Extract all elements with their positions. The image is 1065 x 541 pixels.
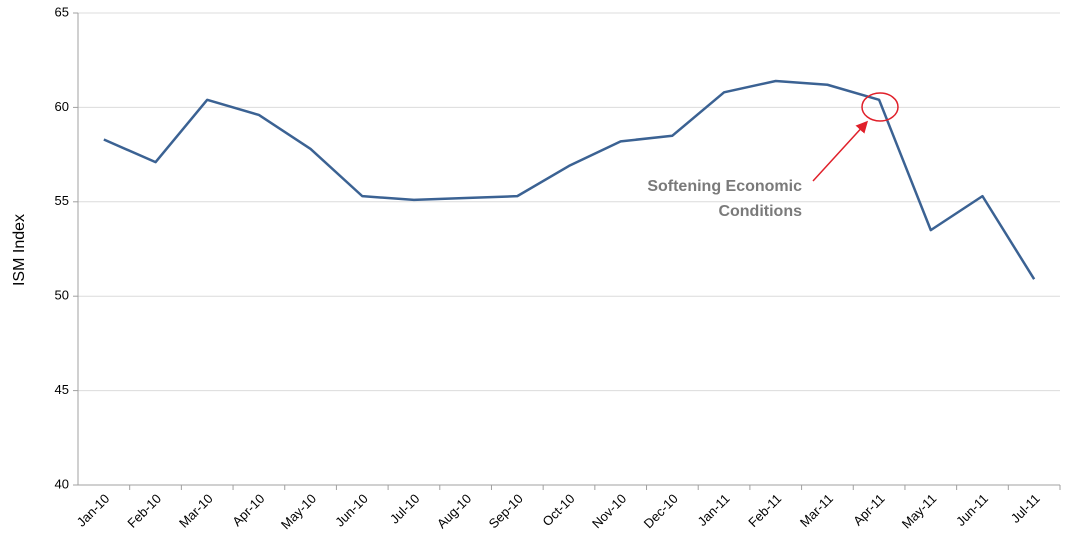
x-tick-label: Apr-10 xyxy=(229,491,267,529)
x-tick-label: Apr-11 xyxy=(850,491,888,529)
x-tick-label: Jan-10 xyxy=(74,491,113,530)
y-tick-label: 60 xyxy=(55,99,69,114)
x-tick-label: Feb-11 xyxy=(745,491,784,530)
y-tick-label: 65 xyxy=(55,4,69,19)
x-tick-label: Dec-10 xyxy=(641,491,681,531)
x-tick-label: Nov-10 xyxy=(589,491,629,531)
annotation-arrow xyxy=(812,120,869,182)
x-tick-label: Jun-11 xyxy=(953,491,991,529)
x-tick-label: Jan-11 xyxy=(695,491,733,529)
annotation-text: Softening Economic xyxy=(647,178,802,195)
annotation: Softening Economic Conditions xyxy=(647,92,899,220)
x-tick-label: Mar-10 xyxy=(176,491,216,531)
x-tick-label: May-10 xyxy=(278,491,319,532)
x-tick-label: Aug-10 xyxy=(434,491,474,531)
x-tick-label: Feb-10 xyxy=(124,491,164,531)
x-tick-label: Oct-10 xyxy=(539,491,577,529)
y-axis-label: ISM Index xyxy=(11,214,28,286)
x-tick-label: Jun-10 xyxy=(332,491,371,530)
y-tick-label: 40 xyxy=(55,476,69,491)
y-tick-label: 50 xyxy=(55,288,69,303)
x-tick-label: Sep-10 xyxy=(486,491,526,531)
data-line xyxy=(103,79,1036,280)
annotation-text: Conditions xyxy=(718,203,802,220)
annotation-circle xyxy=(861,92,899,122)
x-tick-label: May-11 xyxy=(899,491,940,532)
y-tick-label: 45 xyxy=(55,382,69,397)
x-tick-label: Jul-10 xyxy=(387,491,423,527)
x-tick-label: Jul-11 xyxy=(1008,491,1043,526)
x-tick-label: Mar-11 xyxy=(797,491,836,530)
y-tick-label: 55 xyxy=(55,193,69,208)
